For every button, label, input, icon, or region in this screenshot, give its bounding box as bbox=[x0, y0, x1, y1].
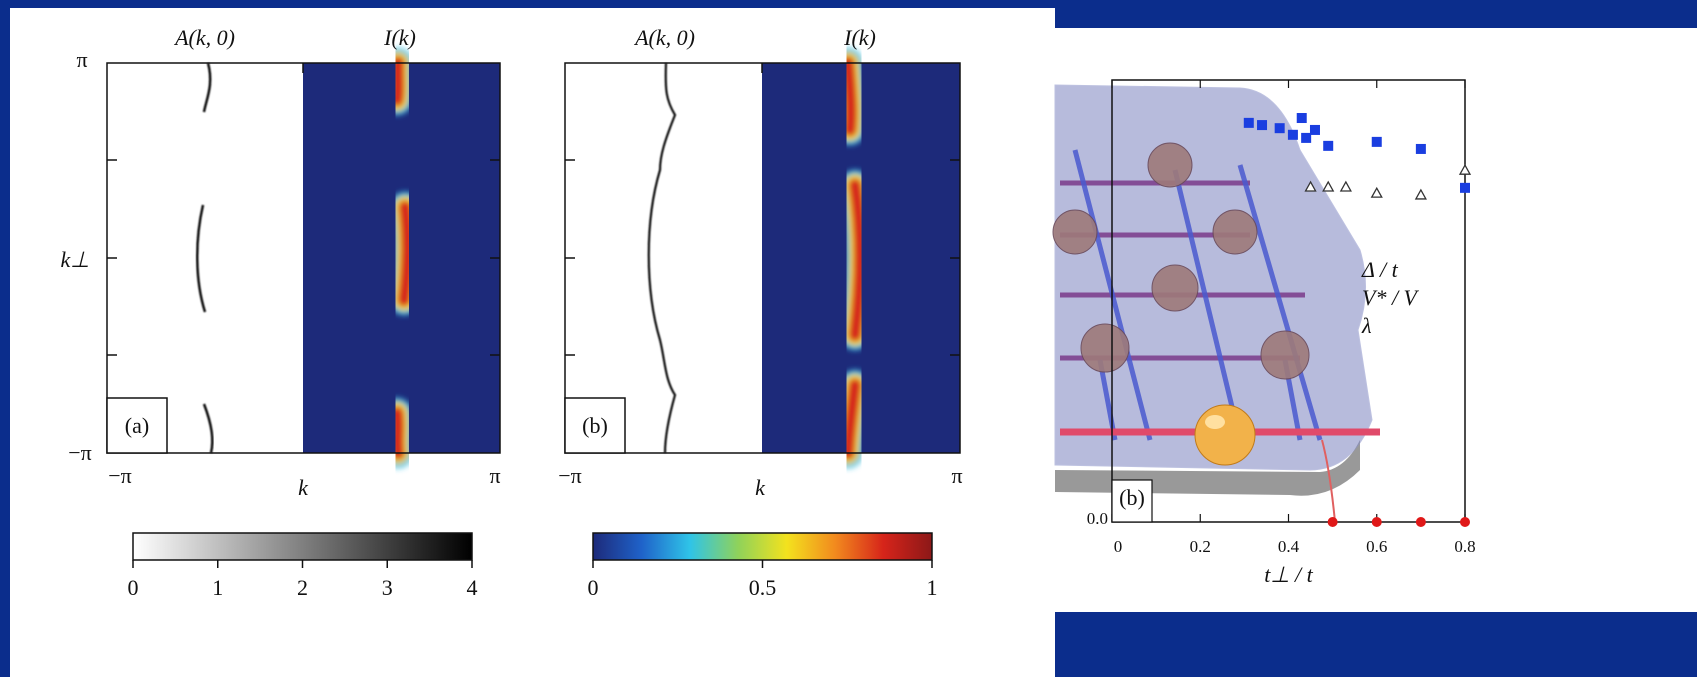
x-axis-label: −π bbox=[558, 463, 582, 488]
x-tick-label: 0.5 bbox=[749, 575, 777, 600]
x-axis-label: π bbox=[951, 463, 962, 488]
panel-label: (b) bbox=[582, 413, 608, 438]
label-box bbox=[564, 397, 626, 454]
data-point bbox=[1296, 113, 1307, 124]
tick-marks bbox=[107, 63, 500, 356]
panel-title: I(k) bbox=[383, 25, 416, 50]
colorbar bbox=[592, 532, 933, 561]
x-tick-label: 1 bbox=[927, 575, 938, 600]
spectral-curve bbox=[195, 62, 214, 454]
heatmap-blobs bbox=[382, 48, 423, 468]
y-axis-label: −π bbox=[68, 440, 92, 465]
data-point bbox=[1274, 123, 1285, 134]
data-point bbox=[1257, 120, 1268, 131]
y-axis-label: π bbox=[76, 47, 87, 72]
x-tick-label: 0 bbox=[588, 575, 599, 600]
tick-marks bbox=[565, 63, 960, 356]
panel-a: (a) A(k, 0) I(k) −π k π π k⊥ −π bbox=[61, 25, 501, 500]
data-point bbox=[1287, 129, 1298, 140]
label-box bbox=[1111, 479, 1153, 523]
data-point bbox=[1323, 140, 1334, 151]
data-point bbox=[1301, 132, 1312, 143]
x-axis-label: π bbox=[489, 463, 500, 488]
data-point bbox=[1415, 517, 1426, 527]
y-axis-label: k⊥ bbox=[61, 247, 90, 272]
data-point bbox=[1415, 143, 1426, 154]
heatmap-blobs bbox=[833, 48, 876, 468]
data-point bbox=[1322, 180, 1335, 192]
data-point bbox=[1243, 117, 1254, 128]
panel-label: (a) bbox=[125, 413, 149, 438]
data-point bbox=[1339, 180, 1352, 192]
x-tick-label: 0 bbox=[128, 575, 139, 600]
x-tick-label: 0 bbox=[1114, 537, 1123, 556]
panel-b: (b) A(k, 0) I(k) −π k π bbox=[558, 25, 962, 500]
panel-label: (b) bbox=[1119, 485, 1145, 510]
panel-title: A(k, 0) bbox=[173, 25, 235, 50]
legend-entry: λ bbox=[1361, 313, 1372, 338]
x-axis-label: k bbox=[298, 475, 309, 500]
legend-entry: Δ / t bbox=[1361, 257, 1399, 282]
data-point bbox=[1309, 124, 1320, 135]
data-point bbox=[1414, 188, 1427, 200]
data-point bbox=[1460, 182, 1470, 193]
data-point bbox=[1304, 180, 1317, 192]
data-point bbox=[1370, 186, 1383, 198]
data-point bbox=[1460, 517, 1470, 527]
panel-title: I(k) bbox=[843, 25, 876, 50]
x-axis-label: −π bbox=[108, 463, 132, 488]
x-tick-label: 1 bbox=[212, 575, 223, 600]
x-tick-label: 0.6 bbox=[1366, 537, 1387, 556]
data-point bbox=[1371, 517, 1382, 527]
legend-entry: V* / V bbox=[1362, 285, 1420, 310]
panel-title: A(k, 0) bbox=[633, 25, 695, 50]
x-tick-label: 2 bbox=[297, 575, 308, 600]
data-point bbox=[1327, 517, 1338, 527]
colorbar bbox=[132, 532, 473, 561]
x-axis-label: t⊥ / t bbox=[1264, 562, 1313, 587]
x-axis-label: k bbox=[755, 475, 766, 500]
y-tick-label: 0.0 bbox=[1087, 509, 1108, 528]
x-tick-label: 0.4 bbox=[1278, 537, 1300, 556]
data-point bbox=[1371, 136, 1382, 147]
label-box bbox=[106, 397, 168, 454]
spectral-curve bbox=[647, 62, 677, 454]
data-point bbox=[1458, 163, 1472, 175]
x-tick-label: 0.8 bbox=[1454, 537, 1475, 556]
x-tick-label: 3 bbox=[382, 575, 393, 600]
x-tick-label: 4 bbox=[467, 575, 478, 600]
x-tick-label: 0.2 bbox=[1190, 537, 1211, 556]
